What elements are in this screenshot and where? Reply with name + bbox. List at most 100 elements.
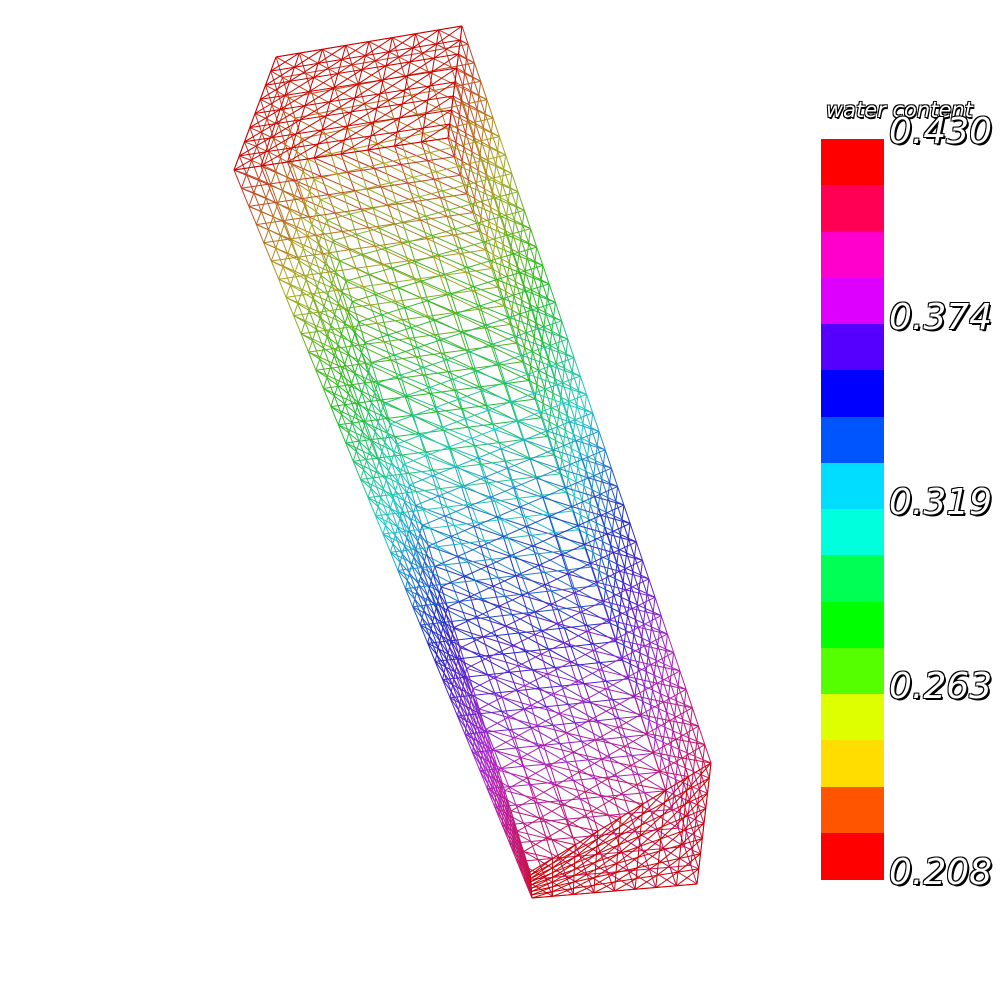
mesh-ring (421, 515, 446, 527)
mesh-ring (446, 653, 449, 661)
mesh-ring (287, 241, 293, 255)
mesh-ring (532, 535, 556, 547)
mesh-diagonal (444, 564, 476, 581)
mesh-ring (628, 586, 632, 602)
mesh-ring (360, 475, 385, 480)
mesh-edge (588, 477, 596, 497)
mesh-ring (348, 422, 353, 434)
mesh-diagonal (351, 342, 362, 353)
mesh-ring (438, 247, 462, 256)
mesh-diagonal (251, 160, 264, 167)
mesh-diagonal (509, 671, 540, 689)
mesh-ring (275, 235, 281, 249)
mesh-edge (598, 570, 606, 590)
mesh-ring (480, 202, 484, 218)
mesh-ring (457, 653, 460, 661)
mesh-edge (478, 309, 486, 329)
mesh-diagonal (276, 90, 289, 99)
mesh-edge (562, 382, 570, 402)
cap-diagonal (617, 824, 642, 846)
mesh-ring (458, 704, 461, 711)
mesh-edge (402, 464, 410, 486)
mesh-edge (282, 266, 291, 286)
mesh-edge (579, 375, 587, 395)
mesh-ring (685, 816, 689, 832)
mesh-ring (422, 561, 425, 569)
mesh-edge (587, 456, 595, 476)
mesh-ring (591, 475, 595, 490)
mesh-edge (407, 260, 415, 280)
mesh-diagonal (457, 660, 466, 675)
mesh-diagonal (484, 540, 516, 558)
mesh-ring (534, 247, 538, 262)
mesh-edge (527, 318, 535, 338)
mesh-diagonal (354, 372, 366, 384)
mesh-edge (377, 506, 386, 526)
mesh-edge (598, 431, 606, 450)
mesh-edge (668, 760, 677, 780)
mesh-ring (459, 160, 483, 167)
mesh-ring (507, 187, 511, 202)
mesh-edge (446, 216, 454, 236)
mesh-ring (561, 543, 585, 556)
mesh-diagonal (567, 569, 598, 587)
mesh-diagonal (432, 469, 465, 487)
mesh-ring (611, 515, 615, 531)
mesh-ring (605, 497, 609, 513)
cap-diagonal (244, 123, 276, 143)
mesh-edge (529, 304, 537, 324)
mesh-edge (526, 257, 534, 276)
mesh-ring (619, 559, 643, 572)
mesh-ring (567, 562, 591, 575)
mesh-edge (311, 293, 320, 313)
mesh-edge (367, 372, 376, 393)
mesh-ring (455, 457, 479, 468)
mesh-edge (516, 267, 524, 287)
mesh-edge (486, 566, 494, 587)
mesh-diagonal (692, 849, 701, 855)
mesh-ring (427, 635, 430, 644)
mesh-ring (277, 190, 284, 204)
mesh-diagonal (580, 611, 610, 621)
mesh-diagonal (463, 332, 493, 345)
mesh-edge (579, 798, 588, 818)
mesh-ring (562, 791, 586, 806)
mesh-diagonal (351, 326, 385, 343)
mesh-diagonal (567, 573, 598, 583)
mesh-ring (270, 248, 277, 262)
mesh-edge (605, 681, 614, 700)
mesh-edge (591, 811, 599, 832)
mesh-diagonal (351, 64, 382, 81)
mesh-diagonal (479, 708, 509, 718)
mesh-ring (618, 534, 621, 550)
mesh-diagonal (439, 640, 449, 654)
mesh-edge (434, 566, 442, 587)
mesh-edge (521, 300, 529, 319)
mesh-ring (610, 530, 613, 546)
mesh-diagonal (543, 326, 553, 332)
mesh-diagonal (319, 317, 332, 327)
cap-diagonal (531, 891, 553, 899)
mesh-ring (294, 175, 322, 181)
mesh-edge (463, 147, 471, 166)
mesh-ring (285, 285, 291, 298)
mesh-ring (472, 198, 476, 213)
mesh-ring (430, 524, 455, 529)
mesh-ring (450, 637, 474, 642)
mesh-ring (478, 217, 482, 232)
mesh-ring (406, 529, 410, 538)
mesh-ring (394, 526, 398, 536)
mesh-ring (499, 183, 503, 198)
mesh-diagonal (690, 864, 700, 870)
mesh-ring (532, 301, 556, 311)
mesh-edge (474, 580, 483, 599)
mesh-edge (461, 161, 469, 181)
mesh-ring (421, 564, 445, 569)
mesh-edge (451, 633, 460, 655)
mesh-ring (451, 62, 475, 68)
mesh-diagonal (561, 554, 591, 564)
mesh-ring (559, 320, 563, 336)
mesh-edge (437, 254, 445, 275)
mesh-diagonal (589, 503, 599, 509)
